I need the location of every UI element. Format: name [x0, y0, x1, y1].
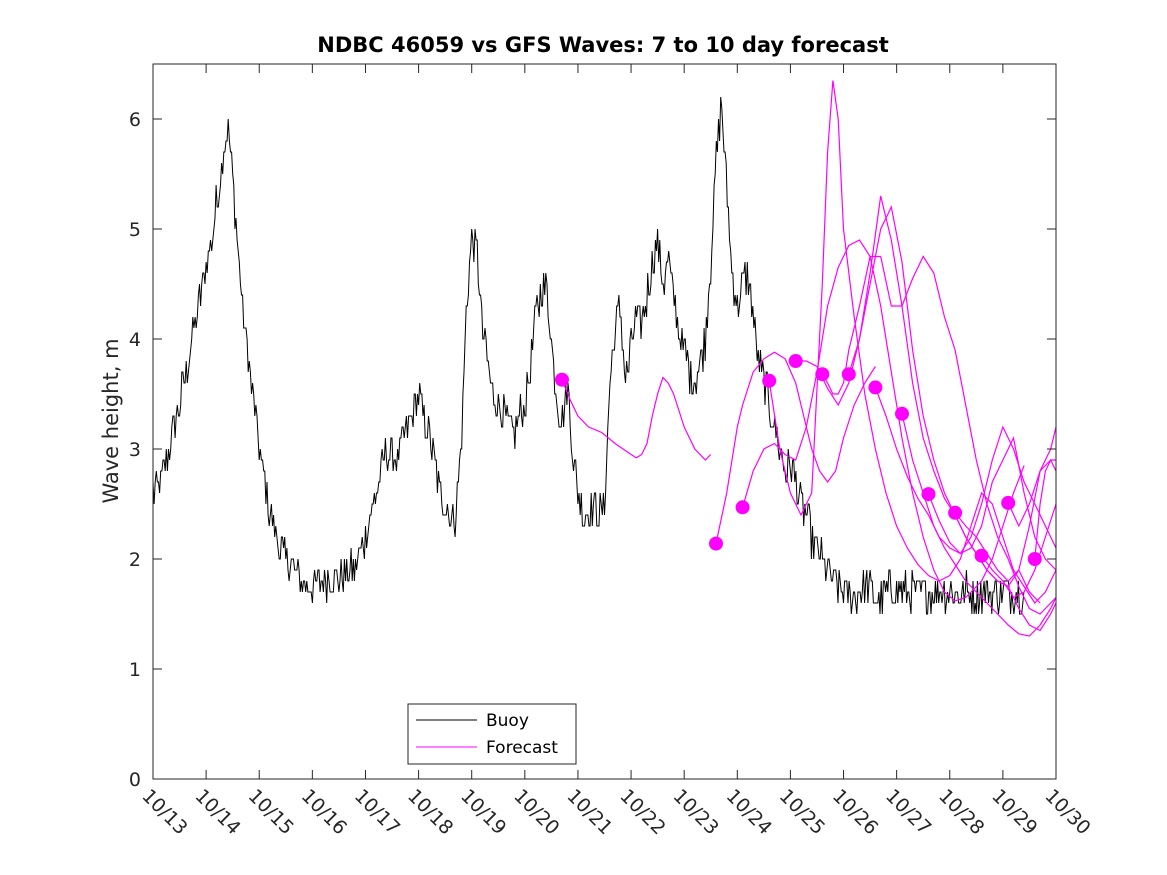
buoy-series: [152, 96, 1025, 615]
forecast-marker: [921, 487, 936, 502]
forecast-marker: [735, 500, 750, 515]
axes-box: [152, 63, 1057, 780]
forecast-marker: [895, 406, 909, 421]
buoy-line: [152, 96, 1025, 615]
forecast-marker: [841, 367, 856, 382]
forecast-marker: [1001, 495, 1016, 510]
chart-title: NDBC 46059 vs GFS Waves: 7 to 10 day for…: [317, 33, 888, 57]
y-tick-label: 2: [129, 549, 141, 571]
forecast-line-9: [901, 413, 1057, 637]
forecast-line-3: [742, 239, 1025, 602]
legend-buoy-label: Buoy: [486, 711, 529, 731]
forecast-marker: [974, 548, 989, 563]
forecast-line-10: [927, 425, 1057, 555]
forecast-marker: [788, 354, 803, 368]
y-tick-label: 4: [129, 329, 141, 351]
forecast-marker: [868, 380, 883, 395]
forecast-line-2: [715, 351, 876, 544]
forecast-marker: [709, 536, 723, 551]
y-tick-label: 3: [129, 439, 141, 461]
forecast-line-12: [981, 503, 1057, 599]
forecast-line-8: [874, 387, 1057, 571]
forecast-line-11: [954, 458, 1057, 582]
forecast-marker: [1027, 552, 1042, 566]
forecast-marker: [555, 372, 569, 387]
legend-box: [407, 703, 577, 765]
forecast-line-1: [561, 376, 712, 461]
forecast-marker: [815, 367, 830, 382]
forecast-markers: [555, 354, 1042, 566]
legend-forecast-label: Forecast: [486, 738, 558, 758]
plot-background: [153, 64, 1056, 779]
forecast-line-4: [768, 80, 1057, 604]
y-tick-label: 0: [129, 769, 141, 791]
forecast-marker: [948, 505, 963, 520]
plot-area: [152, 63, 1057, 780]
legend: Buoy Forecast: [407, 703, 577, 765]
forecast-marker: [762, 373, 777, 388]
y-axis-label: Wave height, m: [99, 338, 123, 503]
y-tick-label: 6: [129, 109, 141, 131]
y-tick-label: 5: [129, 219, 141, 241]
y-axis: 0 1 2 3 4 5 6: [129, 109, 1056, 791]
forecast-line-13: [1007, 426, 1057, 528]
forecast-line-14: [1034, 459, 1056, 560]
y-tick-label: 1: [129, 659, 141, 681]
